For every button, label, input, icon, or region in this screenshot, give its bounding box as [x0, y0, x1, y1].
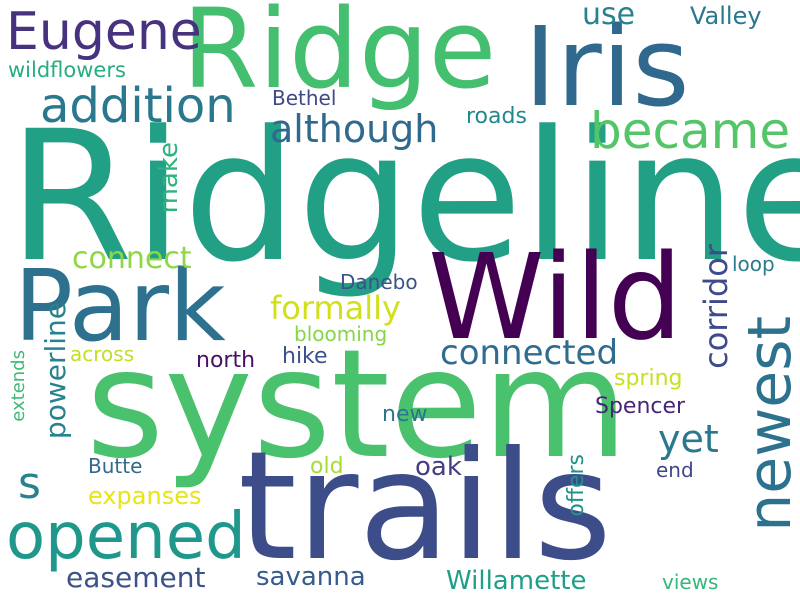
word-bethel: Bethel: [272, 86, 337, 110]
word-yet: yet: [658, 417, 719, 461]
word-addition: addition: [40, 78, 236, 134]
word-across: across: [70, 342, 135, 366]
word-corridor: corridor: [697, 244, 735, 369]
word-wild: Wild: [428, 228, 683, 366]
word-spencer: Spencer: [595, 394, 686, 419]
word-trails: trails: [238, 420, 612, 594]
word-system: system: [86, 318, 629, 492]
word-views: views: [662, 570, 719, 594]
word-new: new: [382, 402, 428, 427]
word-savanna: savanna: [256, 562, 366, 592]
word-old: old: [310, 454, 344, 479]
word-north: north: [196, 348, 256, 373]
word-newest: newest: [735, 316, 800, 532]
word-expanses: expanses: [88, 482, 202, 510]
word-eugene: Eugene: [6, 2, 202, 62]
word-end: end: [656, 458, 694, 482]
word-extends: extends: [8, 350, 29, 422]
word-although: although: [270, 107, 439, 151]
word-connect: connect: [72, 241, 192, 276]
word-willamette: Willamette: [446, 566, 587, 596]
word-wildflowers: wildflowers: [8, 58, 126, 82]
word-easement: easement: [66, 561, 206, 594]
word-iris: Iris: [524, 3, 690, 131]
word-connected: connected: [440, 333, 619, 373]
word-spring: spring: [614, 366, 683, 391]
word-blooming: blooming: [294, 322, 388, 346]
word-ridge: Ridge: [182, 0, 497, 113]
word-park: Park: [14, 250, 226, 364]
word-butte: Butte: [88, 454, 143, 478]
word-oak: oak: [415, 452, 462, 482]
word-valley: Valley: [690, 2, 762, 30]
word-use: use: [582, 0, 636, 32]
word-opened: opened: [6, 500, 246, 574]
word-formally: formally: [270, 289, 401, 327]
word-roads: roads: [466, 104, 527, 129]
word-powerline: powerline: [39, 302, 72, 440]
word-loop: loop: [732, 252, 775, 276]
word-became: became: [590, 102, 791, 160]
word-danebo: Danebo: [340, 270, 418, 294]
word-offers: offers: [564, 454, 589, 517]
word-s: s: [18, 458, 41, 509]
word-ridgeline: Ridgeline: [8, 93, 800, 302]
word-make: make: [154, 142, 184, 214]
word-hike: hike: [282, 344, 328, 369]
